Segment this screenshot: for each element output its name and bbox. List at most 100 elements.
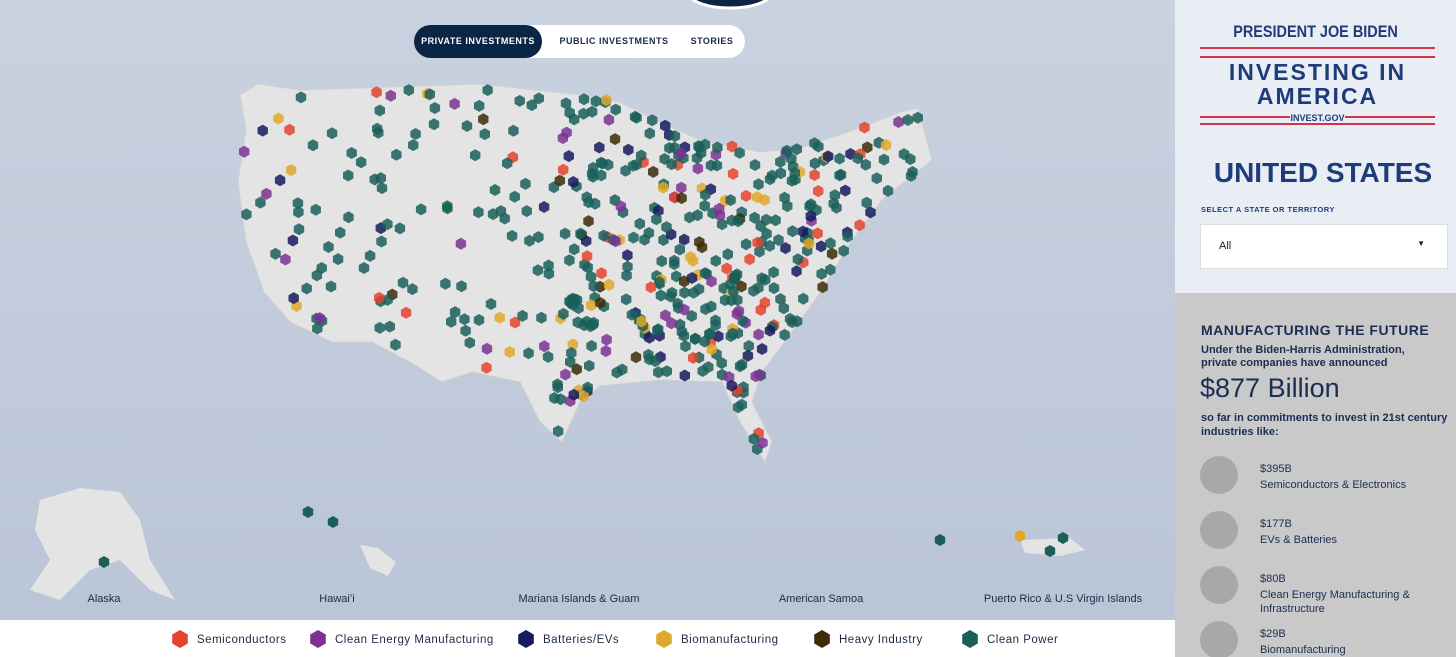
investment-hex: [327, 516, 339, 528]
legend-label: Batteries/EVs: [543, 634, 619, 646]
investment-hex: [727, 327, 738, 340]
brand: INVESTING IN AMERICA: [1228, 59, 1407, 109]
investment-hex: [660, 119, 671, 132]
investment-hex: [1014, 530, 1026, 542]
investment-hex: [523, 347, 534, 360]
investment-hex: [292, 197, 304, 210]
investment-hex: [775, 293, 786, 306]
investment-hex: [629, 110, 641, 123]
map: [30, 0, 1085, 600]
investment-hex: [415, 203, 427, 216]
investment-hex: [781, 144, 793, 157]
investment-hex: [676, 181, 687, 194]
investment-hex: [787, 225, 798, 238]
investment-hex: [791, 143, 802, 156]
tab[interactable]: PUBLIC INVESTMENTS: [559, 36, 669, 46]
investment-hex: [288, 292, 299, 305]
investment-hex: [449, 97, 460, 110]
investment-hex: [374, 321, 385, 334]
investment-hex: [582, 381, 593, 394]
investment-hex: [760, 273, 771, 286]
inset-label: American Samoa: [778, 593, 864, 605]
investment-hex: [473, 206, 484, 219]
investment-hex: [722, 248, 733, 261]
investment-hex: [860, 158, 871, 171]
investment-hex: [805, 210, 816, 223]
investment-hex: [706, 275, 717, 288]
investment-hex: [509, 190, 520, 203]
investment-hex: [456, 280, 467, 293]
investment-hex: [752, 236, 763, 249]
investment-hex: [543, 267, 555, 280]
investment-hex: [514, 94, 525, 107]
investment-hex: [757, 436, 768, 449]
investment-hex: [622, 260, 633, 273]
investment-hex: [692, 162, 704, 175]
investment-hex: [600, 345, 612, 358]
investment-hex: [665, 290, 676, 303]
legend: Semiconductors Clean Energy Manufacturing…: [0, 620, 1175, 657]
investment-hex: [621, 293, 632, 306]
tab[interactable]: PRIVATE INVESTMENTS: [414, 25, 542, 58]
state-select[interactable]: All ▼: [1200, 224, 1448, 269]
intro: Under the Biden-Harris Administration, p…: [1201, 344, 1405, 369]
section-title: MANUFACTURING THE FUTURE: [1201, 322, 1430, 338]
inset[interactable]: Hawaiʻi: [225, 482, 449, 611]
inset[interactable]: Mariana Islands & Guam: [467, 482, 691, 611]
investment-hex: [621, 269, 632, 282]
tab[interactable]: STORIES: [690, 36, 734, 46]
investment-hex: [502, 157, 513, 170]
investment-hex: [558, 163, 569, 176]
investment-hex: [792, 253, 803, 266]
investment-hex: [481, 342, 493, 355]
inset[interactable]: American Samoa: [709, 482, 933, 611]
investment-hex: [661, 365, 672, 378]
investment-hex: [905, 169, 917, 182]
investment-hex: [554, 174, 565, 187]
investment-hex: [520, 177, 531, 190]
legend-label: Semiconductors: [197, 634, 286, 646]
investment-hex: [536, 311, 547, 324]
investment-hex: [759, 296, 771, 309]
investment-hex: [764, 324, 776, 337]
inset[interactable]: Puerto Rico & U.S Virgin Islands: [951, 482, 1175, 611]
investment-hex: [284, 123, 295, 136]
investment-hex: [630, 351, 642, 364]
investment-hex: [565, 296, 576, 309]
investment-hex: [358, 262, 370, 274]
investment-hex: [408, 139, 419, 152]
investment-hex: [270, 247, 281, 260]
investment-hex: [1044, 545, 1056, 557]
item-amount: $29B: [1260, 628, 1286, 640]
investment-hex: [506, 229, 518, 242]
investment-hex: [588, 161, 599, 174]
investment-hex: [610, 103, 621, 116]
investment-hex: [648, 165, 659, 178]
investment-hex: [470, 149, 481, 162]
investment-hex: [690, 332, 701, 345]
investment-hex: [335, 226, 346, 239]
investment-hex: [893, 116, 904, 128]
investment-hex: [517, 309, 528, 322]
legend-label: Biomanufacturing: [681, 634, 779, 646]
investment-hex: [645, 281, 657, 294]
investment-hex: [504, 346, 515, 358]
inset[interactable]: Alaska: [0, 482, 208, 611]
investment-hex: [834, 169, 845, 182]
investment-hex: [364, 249, 376, 262]
investment-hex: [685, 251, 696, 264]
investment-hex: [706, 300, 717, 313]
investment-hex: [595, 296, 606, 309]
investment-hex: [861, 196, 872, 209]
investment-hex: [693, 140, 704, 153]
investment-hex: [567, 338, 578, 351]
investment-hex: [704, 328, 715, 341]
investment-hex: [809, 169, 820, 181]
investment-hex: [725, 194, 736, 207]
investment-hex: [780, 242, 791, 255]
investment-hex: [273, 112, 284, 125]
investment-hex: [559, 227, 571, 240]
item-amount: $80B: [1260, 573, 1286, 585]
region-title: UNITED STATES: [1213, 157, 1433, 188]
item-icon: [1200, 456, 1238, 494]
